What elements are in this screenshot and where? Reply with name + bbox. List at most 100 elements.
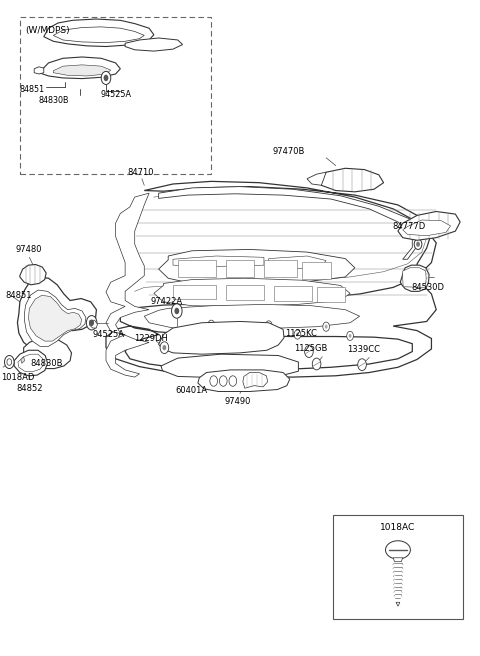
Polygon shape (269, 256, 326, 269)
Circle shape (208, 320, 215, 329)
Polygon shape (158, 186, 422, 259)
FancyBboxPatch shape (264, 260, 298, 277)
Polygon shape (385, 541, 410, 559)
Polygon shape (243, 373, 268, 388)
Circle shape (174, 308, 179, 314)
FancyBboxPatch shape (226, 285, 264, 300)
Text: 1018AD: 1018AD (0, 373, 34, 382)
Polygon shape (18, 354, 44, 372)
Circle shape (104, 75, 108, 81)
Polygon shape (403, 220, 451, 236)
Polygon shape (106, 181, 436, 377)
Circle shape (210, 376, 217, 386)
Circle shape (171, 304, 182, 318)
Polygon shape (403, 268, 426, 287)
Polygon shape (144, 304, 360, 329)
Text: 97490: 97490 (225, 398, 251, 406)
Circle shape (162, 345, 166, 350)
Circle shape (86, 316, 97, 330)
Text: 97480: 97480 (15, 245, 42, 254)
Circle shape (267, 323, 270, 327)
Text: 1339CC: 1339CC (347, 345, 380, 354)
Polygon shape (39, 57, 120, 79)
Text: 84530D: 84530D (411, 283, 444, 293)
Polygon shape (24, 290, 86, 346)
Circle shape (296, 333, 299, 337)
Text: 84830B: 84830B (30, 359, 63, 369)
FancyBboxPatch shape (317, 287, 345, 302)
Polygon shape (393, 558, 403, 562)
Polygon shape (24, 338, 72, 369)
Text: (W/MDPS): (W/MDPS) (25, 26, 70, 35)
Text: 1229DH: 1229DH (134, 334, 168, 343)
Polygon shape (158, 321, 284, 354)
Text: 84710: 84710 (127, 169, 154, 177)
Circle shape (312, 358, 321, 370)
Polygon shape (158, 249, 355, 285)
Polygon shape (89, 320, 97, 328)
Circle shape (348, 334, 351, 338)
FancyBboxPatch shape (178, 260, 216, 277)
Text: 94525A: 94525A (100, 91, 131, 100)
Text: 84851: 84851 (20, 85, 45, 94)
Text: 94525A: 94525A (93, 330, 125, 339)
Circle shape (294, 330, 301, 339)
Polygon shape (44, 19, 154, 47)
Text: 84851: 84851 (5, 291, 32, 300)
Circle shape (358, 359, 366, 371)
Polygon shape (198, 370, 290, 392)
Polygon shape (14, 350, 48, 376)
Polygon shape (398, 211, 460, 240)
Circle shape (4, 356, 14, 369)
Circle shape (239, 331, 241, 335)
Polygon shape (34, 67, 44, 74)
Polygon shape (161, 354, 299, 378)
Text: 97422A: 97422A (150, 297, 182, 306)
Circle shape (237, 329, 243, 338)
Polygon shape (28, 295, 82, 341)
Polygon shape (400, 265, 429, 291)
Text: 84830B: 84830B (38, 96, 69, 106)
Text: 1125KC: 1125KC (285, 329, 317, 338)
Polygon shape (307, 173, 326, 185)
Circle shape (414, 239, 422, 249)
Circle shape (416, 241, 420, 247)
Text: 60401A: 60401A (175, 386, 207, 395)
Circle shape (179, 327, 186, 337)
Circle shape (347, 331, 353, 340)
Text: 1018AC: 1018AC (380, 522, 416, 531)
FancyBboxPatch shape (333, 514, 463, 619)
Circle shape (229, 376, 237, 386)
Circle shape (305, 346, 313, 358)
Polygon shape (21, 357, 24, 363)
Circle shape (160, 342, 168, 354)
Circle shape (219, 376, 227, 386)
Circle shape (265, 321, 272, 330)
Circle shape (89, 319, 94, 326)
Polygon shape (322, 169, 384, 192)
Circle shape (210, 323, 213, 327)
FancyBboxPatch shape (302, 262, 331, 279)
Polygon shape (104, 75, 110, 81)
FancyBboxPatch shape (226, 260, 254, 277)
FancyBboxPatch shape (274, 286, 312, 300)
Circle shape (101, 72, 111, 85)
Polygon shape (125, 38, 182, 51)
Text: 97470B: 97470B (273, 148, 305, 157)
Polygon shape (396, 602, 400, 606)
FancyBboxPatch shape (173, 285, 216, 299)
Text: 84777D: 84777D (392, 222, 425, 231)
Polygon shape (173, 256, 264, 266)
FancyBboxPatch shape (20, 17, 211, 174)
Polygon shape (53, 65, 111, 76)
Circle shape (323, 322, 329, 331)
Circle shape (181, 330, 184, 334)
Polygon shape (20, 264, 46, 285)
Circle shape (7, 359, 12, 365)
Circle shape (324, 325, 327, 329)
Text: 84852: 84852 (16, 384, 43, 393)
Polygon shape (154, 278, 350, 306)
Text: 1125GB: 1125GB (295, 344, 328, 353)
Polygon shape (17, 277, 96, 349)
Polygon shape (53, 27, 144, 43)
